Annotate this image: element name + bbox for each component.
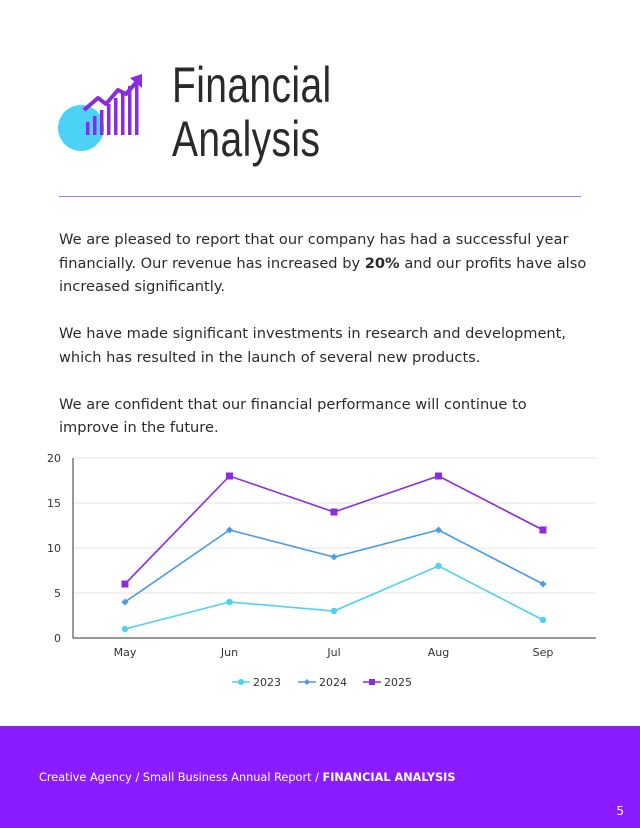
paragraph-1: We are pleased to report that our compan…	[59, 231, 587, 295]
body-text: We are pleased to report that our compan…	[59, 228, 589, 463]
legend-label: 2024	[319, 676, 347, 689]
y-tick-label: 20	[47, 452, 61, 465]
legend-marker	[238, 679, 244, 685]
x-tick-label: Jul	[326, 646, 340, 659]
logo-bars	[86, 82, 139, 135]
data-point	[539, 616, 547, 624]
logo-arrow-head	[130, 74, 142, 88]
legend-marker	[304, 679, 310, 685]
x-tick-label: May	[114, 646, 137, 659]
highlight-percent: 20%	[364, 254, 400, 272]
page-number: 5	[616, 804, 624, 818]
x-tick-label: Aug	[428, 646, 449, 659]
legend-marker	[369, 679, 375, 685]
data-point	[539, 580, 547, 588]
line-chart: 0 5 10 15 20 May Jun Jul Aug Sep 2023 2024 2025	[47, 452, 596, 689]
breadcrumb-path: Creative Agency / Small Business Annual …	[39, 771, 323, 784]
series-line-2024	[124, 529, 544, 603]
y-tick-label: 10	[47, 542, 61, 555]
data-point	[539, 526, 547, 534]
title-line-2: Analysis	[172, 111, 321, 167]
paragraph-3: We are confident that our financial perf…	[59, 395, 527, 437]
data-point	[435, 562, 442, 570]
data-point	[226, 526, 233, 534]
legend-label: 2023	[253, 676, 281, 689]
data-point	[226, 598, 233, 606]
x-tick-label: Jun	[220, 646, 238, 659]
data-point	[435, 472, 442, 480]
logo-circle	[58, 105, 104, 151]
breadcrumb: Creative Agency / Small Business Annual …	[39, 771, 456, 784]
title-divider	[59, 196, 581, 197]
data-point	[435, 526, 442, 534]
growth-chart-icon	[58, 74, 142, 151]
data-point	[330, 607, 338, 615]
legend-label: 2025	[384, 676, 412, 689]
series-line-2025	[124, 475, 544, 585]
data-point	[121, 580, 129, 588]
data-point	[330, 553, 338, 561]
page-title: Financial Analysis	[172, 58, 332, 166]
y-tick-label: 15	[47, 497, 61, 510]
data-point	[121, 598, 129, 606]
paragraph-2: We have made significant investments in …	[59, 325, 567, 366]
breadcrumb-current: FINANCIAL ANALYSIS	[322, 771, 456, 784]
title-line-1: Financial	[172, 57, 332, 113]
data-point	[226, 472, 233, 480]
data-point	[121, 625, 129, 633]
logo-trend-line	[82, 76, 142, 112]
x-tick-label: Sep	[533, 646, 554, 659]
y-tick-label: 5	[54, 587, 61, 600]
data-point	[330, 508, 338, 516]
footer: Creative Agency / Small Business Annual …	[0, 726, 640, 828]
series-line-2023	[124, 565, 544, 630]
y-tick-label: 0	[54, 632, 61, 645]
